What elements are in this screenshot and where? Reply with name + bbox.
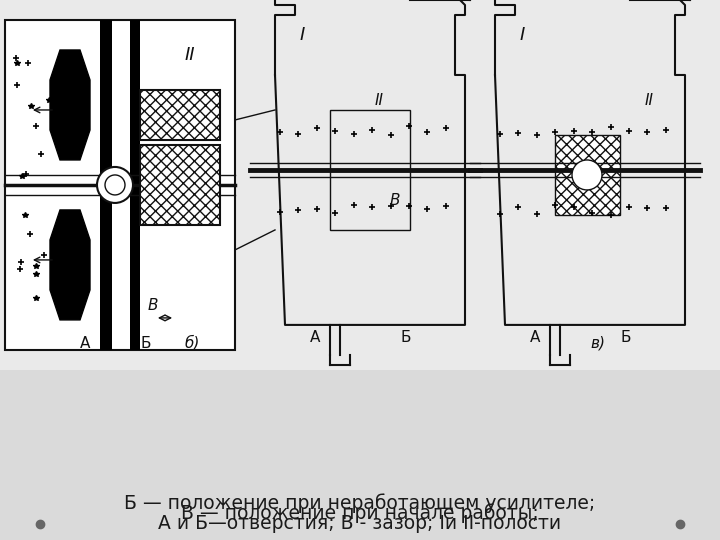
Polygon shape <box>50 210 90 320</box>
Text: Б — положение при неработающем усилителе;: Б — положение при неработающем усилителе… <box>125 494 595 514</box>
Text: II: II <box>185 46 196 64</box>
Text: I: I <box>520 26 526 44</box>
Circle shape <box>105 175 125 195</box>
Polygon shape <box>50 50 90 160</box>
Text: B: B <box>148 298 158 313</box>
Bar <box>140 145 220 225</box>
Bar <box>555 135 620 215</box>
Text: Б: Б <box>620 330 631 345</box>
Circle shape <box>572 160 602 190</box>
Text: Б: Б <box>140 336 150 351</box>
Text: B: B <box>390 193 400 208</box>
Text: б): б) <box>185 335 200 351</box>
Bar <box>140 90 220 140</box>
Text: А и Б—отверстия; В - зазор; Iи II-полости: А и Б—отверстия; В - зазор; Iи II-полост… <box>158 514 562 534</box>
Bar <box>330 110 410 230</box>
Text: A: A <box>310 330 320 345</box>
Bar <box>5 20 235 350</box>
Circle shape <box>97 167 133 203</box>
Text: I: I <box>300 26 305 44</box>
Bar <box>130 20 140 350</box>
Text: II: II <box>375 93 384 108</box>
Text: A: A <box>80 336 91 351</box>
Text: A: A <box>530 330 541 345</box>
Text: В — положение при начале работы;: В — положение при начале работы; <box>181 504 539 523</box>
Bar <box>100 20 112 350</box>
Text: II: II <box>645 93 654 108</box>
Text: Б: Б <box>400 330 410 345</box>
Text: в): в) <box>590 336 605 351</box>
